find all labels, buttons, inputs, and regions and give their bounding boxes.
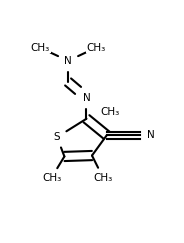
Text: N: N: [64, 56, 72, 66]
Text: CH₃: CH₃: [101, 107, 120, 117]
Text: CH₃: CH₃: [93, 173, 113, 183]
Text: CH₃: CH₃: [31, 43, 50, 53]
Text: CH₃: CH₃: [42, 173, 61, 183]
Text: S: S: [54, 132, 60, 142]
Text: N: N: [147, 130, 155, 140]
Text: CH₃: CH₃: [86, 43, 105, 53]
Text: N: N: [83, 93, 90, 103]
